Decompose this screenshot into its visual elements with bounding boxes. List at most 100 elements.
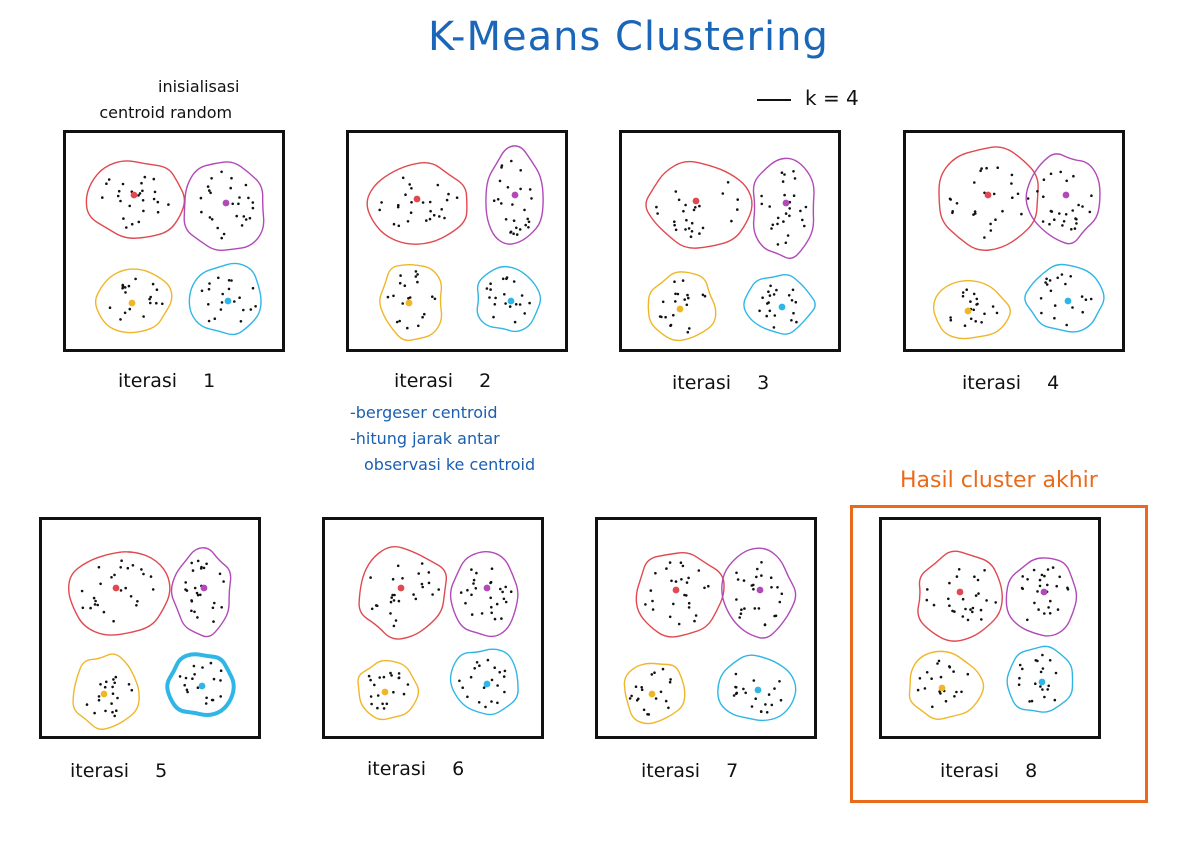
observation-point bbox=[765, 711, 769, 714]
observation-point bbox=[991, 305, 995, 308]
observation-point bbox=[1059, 170, 1062, 174]
observation-point bbox=[994, 601, 997, 604]
observation-point bbox=[143, 175, 147, 179]
observation-point bbox=[974, 320, 977, 323]
red-cluster-boundary bbox=[917, 550, 1003, 642]
observation-point bbox=[231, 202, 234, 206]
observation-point bbox=[1039, 670, 1043, 674]
observation-point bbox=[980, 167, 983, 170]
observation-point bbox=[973, 181, 976, 184]
observation-point bbox=[398, 319, 401, 323]
observation-point bbox=[1011, 196, 1014, 199]
observation-point bbox=[738, 616, 741, 619]
observation-point bbox=[794, 300, 798, 304]
yellow-cluster-boundary bbox=[379, 263, 443, 342]
observation-point bbox=[137, 194, 140, 197]
observation-point bbox=[1041, 653, 1044, 657]
observation-point bbox=[1030, 699, 1034, 703]
observation-point bbox=[142, 315, 145, 318]
observation-point bbox=[971, 606, 975, 610]
purple-cluster-boundary bbox=[752, 157, 815, 260]
red-centroid bbox=[397, 584, 405, 592]
observation-point bbox=[1016, 192, 1020, 196]
observation-point bbox=[414, 270, 418, 273]
observation-point bbox=[1045, 277, 1048, 281]
observation-point bbox=[196, 559, 200, 563]
observation-point bbox=[1048, 659, 1052, 662]
observation-point bbox=[512, 232, 515, 235]
iteration-panel-6 bbox=[322, 517, 544, 739]
observation-point bbox=[506, 186, 510, 189]
observation-point bbox=[370, 702, 373, 706]
purple-centroid bbox=[1062, 191, 1070, 199]
observation-point bbox=[389, 600, 393, 604]
observation-point bbox=[196, 593, 200, 597]
observation-point bbox=[200, 210, 203, 214]
observation-point bbox=[949, 198, 952, 201]
observation-point bbox=[389, 671, 392, 675]
observation-point bbox=[1048, 612, 1052, 615]
observation-point bbox=[490, 567, 494, 570]
cluster-plot bbox=[68, 547, 236, 730]
observation-point bbox=[508, 305, 512, 308]
observation-point bbox=[425, 219, 428, 222]
observation-point bbox=[756, 567, 759, 571]
iteration-panel-1 bbox=[63, 130, 285, 352]
cluster-plot bbox=[366, 145, 544, 342]
observation-point bbox=[380, 201, 383, 204]
cyan-cluster-boundary bbox=[188, 262, 262, 336]
observation-point bbox=[440, 208, 443, 211]
observation-point bbox=[764, 703, 767, 706]
observation-point bbox=[130, 688, 134, 692]
observation-point bbox=[482, 686, 486, 689]
observation-point bbox=[92, 596, 96, 600]
observation-point bbox=[392, 294, 395, 298]
observation-point bbox=[677, 198, 681, 202]
observation-point bbox=[381, 702, 384, 706]
observation-point bbox=[459, 591, 463, 594]
observation-point bbox=[776, 222, 779, 226]
observation-point bbox=[436, 183, 440, 187]
observation-point bbox=[102, 610, 106, 614]
observation-point bbox=[110, 702, 113, 705]
observation-point bbox=[124, 586, 127, 590]
observation-point bbox=[190, 609, 193, 613]
observation-point bbox=[1010, 182, 1013, 185]
cyan-cluster-boundary bbox=[449, 648, 519, 716]
observation-point bbox=[195, 591, 199, 595]
observation-point bbox=[401, 577, 404, 580]
observation-point bbox=[735, 691, 739, 695]
observation-point bbox=[128, 307, 132, 311]
cyan-centroid bbox=[224, 297, 232, 305]
observation-point bbox=[193, 586, 197, 590]
observation-point bbox=[1071, 306, 1074, 309]
observation-point bbox=[994, 218, 997, 221]
observation-point bbox=[788, 214, 791, 218]
observation-point bbox=[220, 236, 223, 240]
observation-point bbox=[778, 680, 781, 683]
observation-point bbox=[378, 208, 381, 212]
observation-point bbox=[155, 301, 158, 305]
observation-point bbox=[124, 291, 127, 294]
observation-point bbox=[742, 687, 745, 691]
observation-point bbox=[493, 666, 496, 669]
observation-point bbox=[151, 588, 155, 591]
observation-point bbox=[1049, 172, 1053, 176]
observation-point bbox=[184, 581, 187, 584]
observation-point bbox=[1032, 568, 1036, 572]
observation-point bbox=[122, 217, 125, 220]
observation-point bbox=[703, 294, 707, 298]
observation-point bbox=[693, 619, 696, 623]
observation-point bbox=[761, 296, 764, 299]
yellow-centroid bbox=[128, 299, 136, 307]
red-centroid bbox=[672, 586, 680, 594]
observation-point bbox=[135, 604, 138, 607]
observation-point bbox=[493, 303, 497, 306]
observation-point bbox=[382, 675, 386, 679]
observation-point bbox=[209, 191, 212, 195]
observation-point bbox=[966, 618, 970, 622]
observation-point bbox=[397, 676, 401, 679]
observation-point bbox=[963, 324, 967, 327]
observation-point bbox=[504, 218, 508, 221]
observation-point bbox=[219, 679, 222, 682]
